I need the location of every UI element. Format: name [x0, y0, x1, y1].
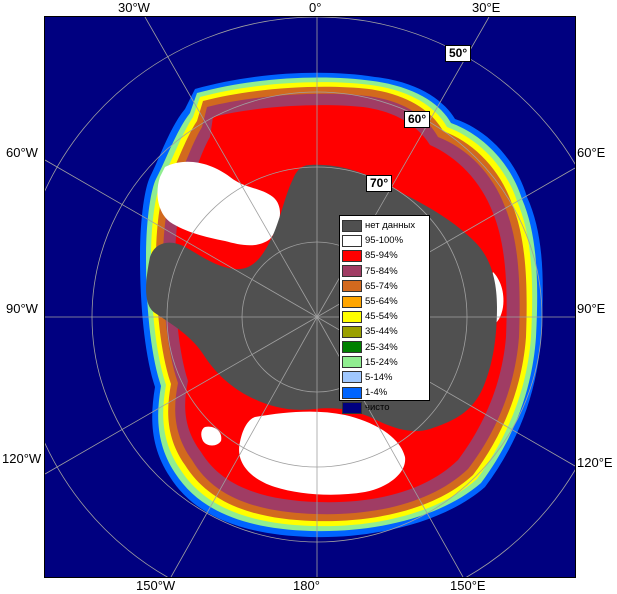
legend-swatch	[342, 265, 362, 278]
legend-swatch	[342, 401, 362, 414]
legend-item: 5-14%	[342, 370, 429, 385]
legend-item: 15-24%	[342, 355, 429, 370]
ice-patch-white-small	[201, 426, 222, 446]
legend-swatch	[342, 310, 362, 323]
legend-label: 45-54%	[365, 311, 398, 323]
legend-label: чисто	[365, 402, 390, 414]
lat-label-60: 60°	[404, 111, 431, 128]
legend: нет данных 95-100% 85-94% 75-84% 65-74% 55-64…	[339, 215, 430, 414]
legend-swatch	[342, 325, 362, 338]
legend-item: 25-34%	[342, 340, 429, 355]
lon-label-0: 0°	[309, 0, 322, 15]
legend-swatch	[342, 371, 362, 384]
legend-swatch	[342, 341, 362, 354]
sea-ice-map	[44, 16, 576, 578]
lat-label-70: 70°	[366, 175, 393, 192]
meridian-60w	[45, 159, 318, 318]
lon-label-60w: 60°W	[6, 145, 38, 160]
lon-label-30e: 30°E	[472, 0, 501, 15]
lon-label-30w: 30°W	[118, 0, 150, 15]
lon-label-150e: 150°E	[450, 578, 486, 593]
legend-swatch	[342, 356, 362, 369]
legend-item: 75-84%	[342, 264, 429, 279]
lon-label-60e: 60°E	[577, 145, 606, 160]
lon-label-120e: 120°E	[577, 455, 613, 470]
graticule	[45, 17, 575, 577]
legend-item: 55-64%	[342, 294, 429, 309]
legend-label: 55-64%	[365, 296, 398, 308]
lon-label-120w: 120°W	[2, 451, 42, 466]
legend-label: 75-84%	[365, 265, 398, 277]
legend-item: 65-74%	[342, 279, 429, 294]
legend-label: 25-34%	[365, 341, 398, 353]
legend-label: 5-14%	[365, 371, 393, 383]
meridian-120w	[45, 316, 318, 475]
legend-item: 35-44%	[342, 324, 429, 339]
legend-label: 15-24%	[365, 356, 398, 368]
lat-label-50: 50°	[445, 45, 472, 62]
legend-label: 95-100%	[365, 235, 404, 247]
meridian-150w	[170, 316, 318, 577]
meridian-30w	[144, 17, 318, 318]
lon-label-90e: 90°E	[577, 301, 606, 316]
legend-item: 1-4%	[342, 385, 429, 400]
legend-label: 85-94%	[365, 250, 398, 262]
legend-item: 85-94%	[342, 248, 429, 263]
legend-swatch	[342, 249, 362, 262]
legend-swatch	[342, 219, 362, 232]
legend-label: 35-44%	[365, 326, 398, 338]
legend-item: 45-54%	[342, 309, 429, 324]
lon-label-150w: 150°W	[136, 578, 176, 593]
legend-swatch	[342, 295, 362, 308]
legend-swatch	[342, 234, 362, 247]
legend-item: 95-100%	[342, 233, 429, 248]
ice-patch-white-south	[239, 411, 406, 495]
legend-swatch	[342, 386, 362, 399]
legend-swatch	[342, 280, 362, 293]
legend-label: нет данных	[365, 220, 416, 232]
legend-item: нет данных	[342, 218, 429, 233]
lon-label-180: 180°	[293, 578, 320, 593]
legend-label: 1-4%	[365, 387, 388, 399]
legend-label: 65-74%	[365, 280, 398, 292]
lon-label-90w: 90°W	[6, 301, 38, 316]
map-canvas	[45, 17, 575, 577]
legend-item: чисто	[342, 400, 429, 415]
